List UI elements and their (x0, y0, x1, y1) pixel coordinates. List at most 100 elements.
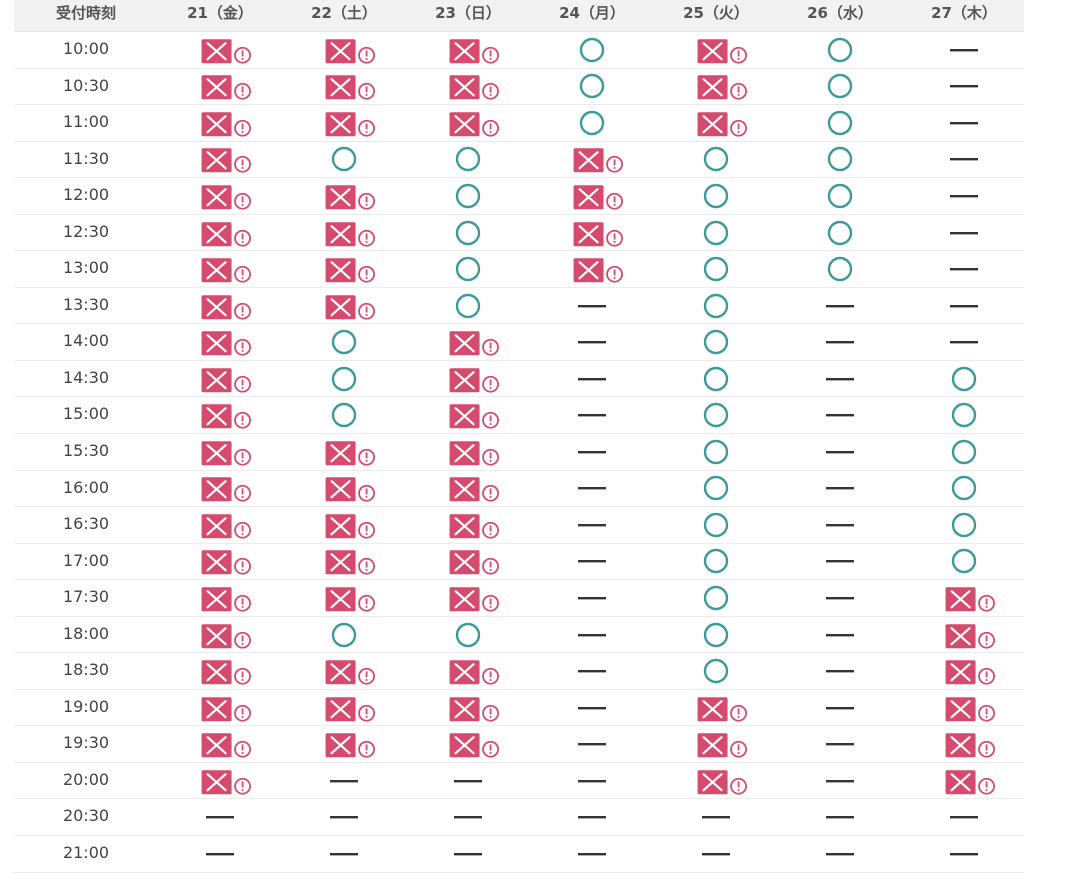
cross-warning-icon (449, 587, 499, 612)
cross-warning-icon (201, 441, 251, 466)
slot-available[interactable] (406, 288, 530, 324)
slot-closed (778, 617, 902, 653)
cross-warning-icon (325, 696, 375, 722)
cross-warning-icon (945, 660, 995, 685)
slot-full (654, 726, 778, 762)
dash-icon (826, 523, 854, 527)
slot-available[interactable] (530, 105, 654, 141)
slot-full (282, 178, 406, 214)
dash-icon (826, 706, 854, 710)
slot-available[interactable] (654, 507, 778, 543)
slot-available[interactable] (654, 471, 778, 507)
slot-available[interactable] (778, 105, 902, 141)
slot-available[interactable] (778, 251, 902, 287)
circle-icon (703, 293, 729, 318)
slot-closed (902, 32, 1026, 68)
slot-available[interactable] (654, 215, 778, 251)
dash-icon (826, 852, 854, 856)
cross-warning-icon (573, 221, 623, 247)
cross-warning-icon (945, 587, 995, 612)
slot-available[interactable] (654, 142, 778, 178)
dash-icon (950, 85, 978, 88)
slot-available[interactable] (654, 580, 778, 616)
slot-available[interactable] (654, 361, 778, 397)
slot-full (406, 653, 530, 689)
dash-icon (950, 231, 978, 234)
slot-full (406, 690, 530, 726)
slot-available[interactable] (654, 178, 778, 214)
dash-icon (206, 816, 234, 819)
dash-icon (578, 414, 606, 417)
slot-available[interactable] (902, 471, 1026, 507)
slot-available[interactable] (778, 215, 902, 251)
cross-warning-icon (573, 185, 623, 210)
time-label: 11:00 (62, 112, 110, 132)
slot-available[interactable] (654, 544, 778, 580)
dash-icon (330, 852, 358, 856)
slot-available[interactable] (654, 251, 778, 287)
slot-available[interactable] (530, 69, 654, 105)
slot-available[interactable] (530, 32, 654, 68)
slot-full (406, 105, 530, 141)
circle-icon (703, 256, 729, 282)
time-slot-row: 12:00 (14, 178, 1024, 215)
slot-available[interactable] (654, 397, 778, 433)
slot-full (282, 251, 406, 287)
slot-available[interactable] (406, 215, 530, 251)
time-slot-row: 15:30 (14, 434, 1024, 471)
slot-available[interactable] (406, 617, 530, 653)
slot-available[interactable] (778, 32, 902, 68)
dash-icon (826, 743, 854, 746)
slot-available[interactable] (902, 397, 1026, 433)
time-slot-row: 10:00 (14, 32, 1024, 69)
slot-available[interactable] (654, 288, 778, 324)
slot-full (158, 726, 282, 762)
slot-available[interactable] (654, 324, 778, 360)
slot-closed (778, 580, 902, 616)
dash-icon (826, 633, 854, 636)
slot-available[interactable] (902, 434, 1026, 470)
slot-available[interactable] (406, 178, 530, 214)
slot-available[interactable] (406, 142, 530, 178)
dash-icon (950, 121, 978, 125)
slot-full (282, 215, 406, 251)
time-label: 18:30 (62, 660, 110, 680)
cross-warning-icon (325, 39, 375, 64)
dash-icon (950, 816, 978, 819)
time-label: 10:30 (62, 75, 110, 95)
slot-available[interactable] (902, 544, 1026, 580)
slot-available[interactable] (406, 251, 530, 287)
slot-full (406, 580, 530, 616)
slot-available[interactable] (778, 69, 902, 105)
slot-available[interactable] (282, 142, 406, 178)
cross-warning-icon (449, 660, 499, 685)
slot-available[interactable] (778, 142, 902, 178)
slot-available[interactable] (654, 434, 778, 470)
slot-available[interactable] (282, 397, 406, 433)
slot-available[interactable] (778, 178, 902, 214)
time-label: 20:00 (62, 769, 110, 789)
reservation-grid: 受付時刻 21（金） 22（土） 23（日） 24（月） 25（火） 26（水）… (14, 0, 1024, 873)
slot-full (530, 142, 654, 178)
slot-available[interactable] (282, 361, 406, 397)
cross-warning-icon (325, 587, 375, 612)
dash-icon (578, 816, 606, 819)
slot-available[interactable] (902, 507, 1026, 543)
slot-available[interactable] (654, 653, 778, 689)
dash-icon (578, 377, 606, 381)
slot-available[interactable] (654, 617, 778, 653)
slot-available[interactable] (902, 361, 1026, 397)
slot-available[interactable] (282, 617, 406, 653)
slot-full (530, 215, 654, 251)
dash-icon (578, 450, 606, 454)
circle-icon (827, 147, 853, 172)
circle-icon (827, 220, 853, 245)
slot-available[interactable] (282, 324, 406, 360)
slot-closed (778, 726, 902, 762)
slot-full (654, 32, 778, 68)
time-label: 15:00 (62, 404, 110, 424)
cross-warning-icon (697, 769, 747, 795)
time-slot-row: 18:00 (14, 617, 1024, 654)
dash-icon (826, 560, 854, 563)
slot-full (530, 251, 654, 287)
